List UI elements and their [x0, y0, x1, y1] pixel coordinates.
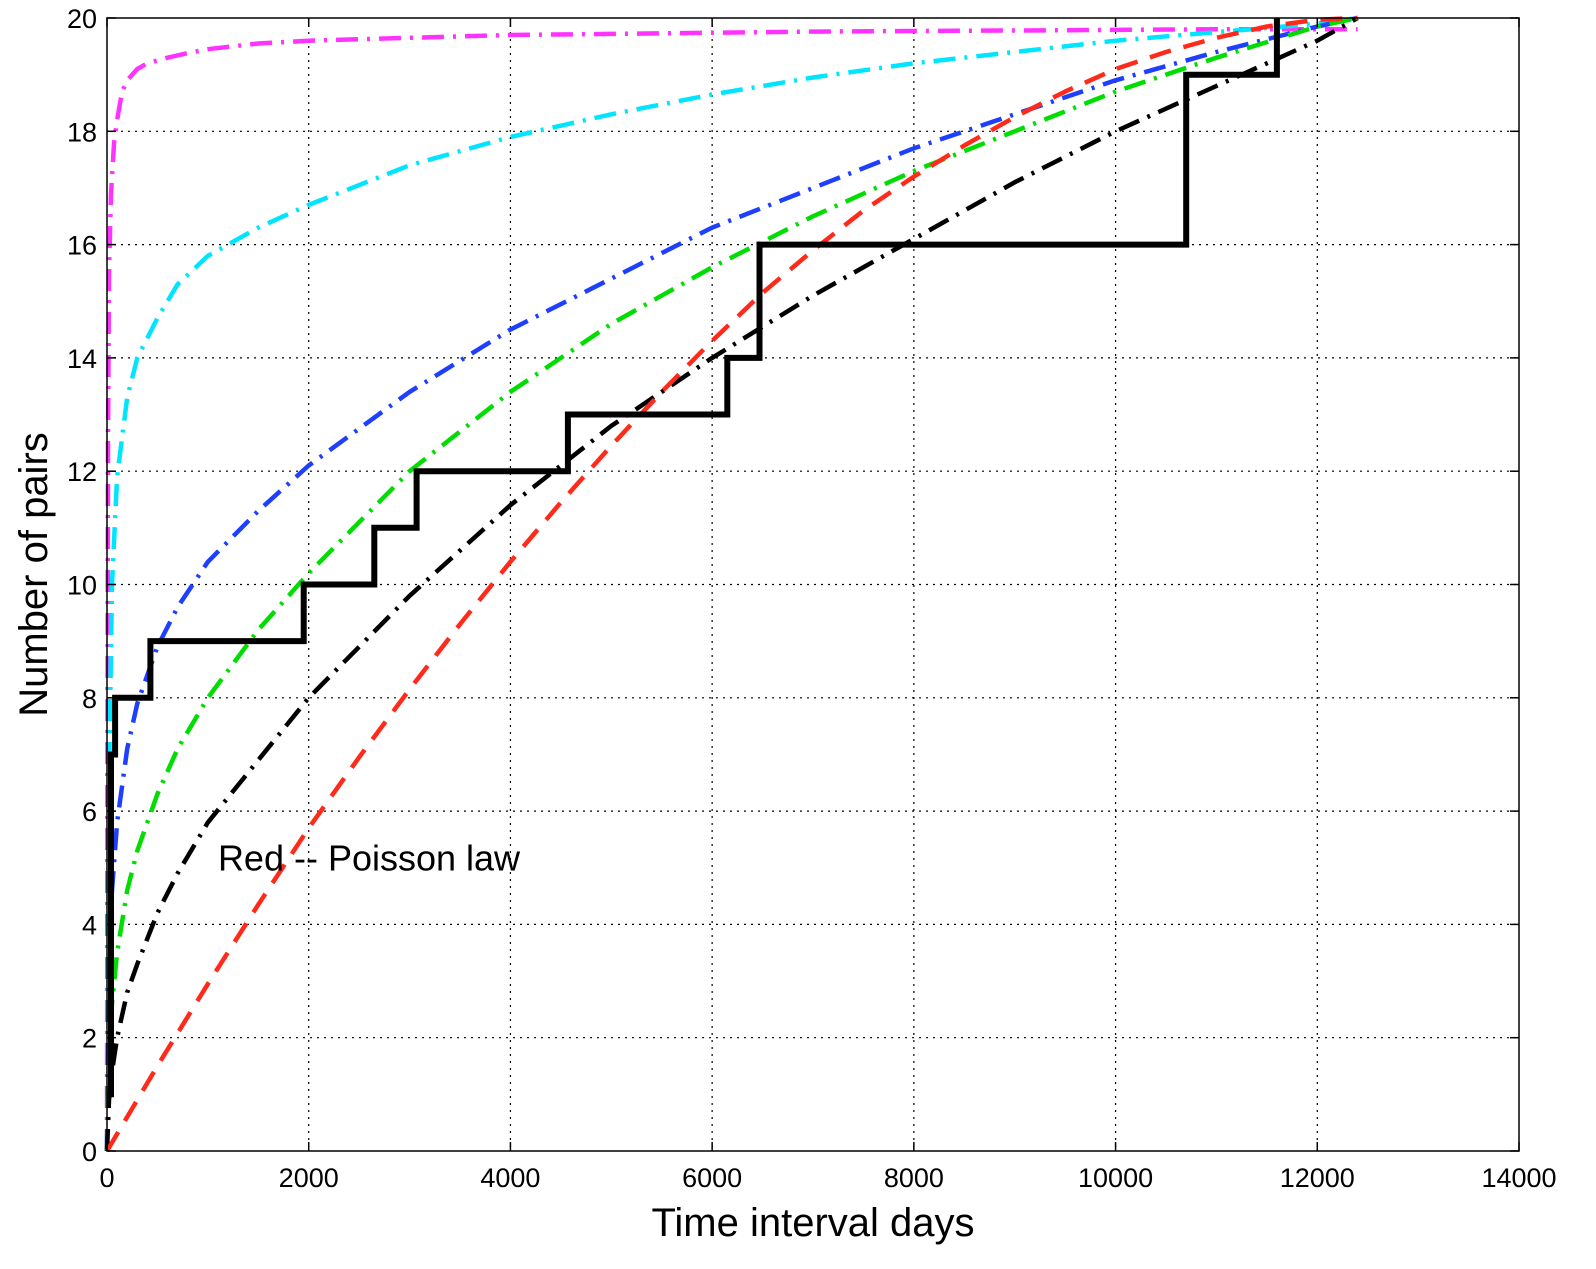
x-tick-label: 4000: [480, 1163, 540, 1193]
y-tick-label: 6: [82, 797, 97, 827]
y-tick-label: 10: [67, 571, 97, 601]
x-axis-title: Time interval days: [651, 1201, 974, 1245]
x-tick-label: 14000: [1481, 1163, 1556, 1193]
y-tick-label: 16: [67, 231, 97, 261]
annotation-poisson-law: Red -- Poisson law: [218, 838, 521, 879]
x-tick-label: 2000: [279, 1163, 339, 1193]
y-tick-label: 20: [67, 4, 97, 34]
y-tick-label: 4: [82, 910, 97, 940]
x-tick-label: 6000: [682, 1163, 742, 1193]
x-tick-label: 12000: [1280, 1163, 1355, 1193]
y-tick-label: 12: [67, 457, 97, 487]
y-tick-label: 14: [67, 344, 97, 374]
y-tick-label: 18: [67, 117, 97, 147]
x-tick-label: 8000: [884, 1163, 944, 1193]
y-axis-title: Number of pairs: [12, 432, 56, 717]
y-tick-label: 8: [82, 684, 97, 714]
x-tick-label: 10000: [1078, 1163, 1153, 1193]
y-tick-label: 2: [82, 1024, 97, 1054]
x-tick-label: 0: [99, 1163, 114, 1193]
y-tick-label: 0: [82, 1137, 97, 1167]
